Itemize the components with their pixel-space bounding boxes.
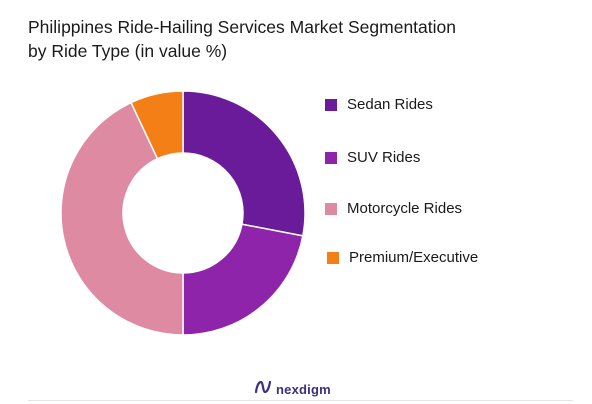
donut-slice-suv-rides — [182, 223, 304, 336]
legend-swatch-motorcycle-rides — [325, 202, 337, 215]
donut-slice-premium-executive — [130, 90, 184, 160]
chart-title-line-2: by Ride Type (in value %) — [28, 41, 228, 61]
chart-title: Philippines Ride-Hailing Services Market… — [28, 15, 573, 63]
legend-label-premium-executive: Premium/Executive — [349, 249, 479, 266]
legend-item-suv-rides: SUV Rides — [325, 149, 420, 166]
nexdigm-logo-icon — [254, 379, 272, 400]
legend-label-sedan-rides: Sedan Rides — [347, 96, 433, 113]
legend-item-motorcycle-rides: Motorcycle Rides — [325, 200, 462, 217]
donut-slice-motorcycle-rides — [60, 101, 184, 336]
legend-swatch-sedan-rides — [325, 98, 337, 111]
footer-divider — [28, 400, 573, 401]
donut-slice-sedan-rides — [182, 90, 306, 237]
legend-label-motorcycle-rides: Motorcycle Rides — [347, 200, 463, 217]
chart-title-line-1: Philippines Ride-Hailing Services Market… — [28, 17, 456, 37]
legend-item-premium-executive: Premium/Executive — [325, 249, 478, 266]
legend-label-suv-rides: SUV Rides — [347, 149, 421, 166]
legend-swatch-suv-rides — [325, 151, 337, 164]
brand-logo: nexdigm — [254, 379, 331, 400]
donut-slices — [60, 90, 306, 336]
legend-item-sedan-rides: Sedan Rides — [325, 96, 433, 113]
brand-name: nexdigm — [276, 382, 331, 397]
legend-swatch-premium-executive — [327, 251, 339, 264]
